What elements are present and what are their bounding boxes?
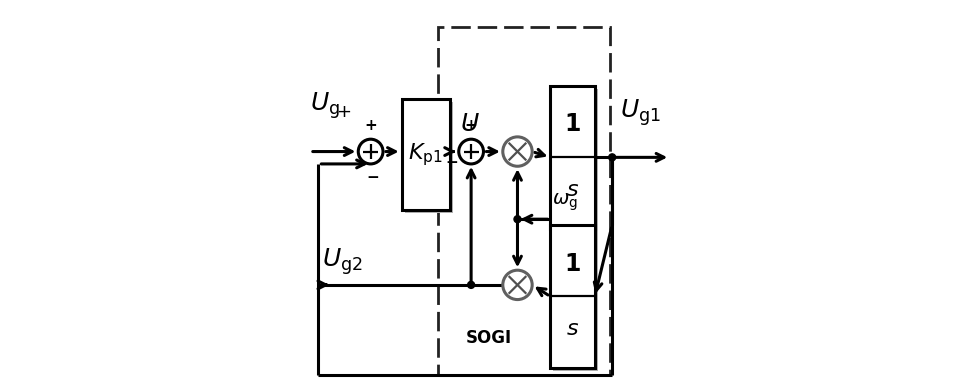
Text: +: + xyxy=(364,118,377,133)
Text: 1: 1 xyxy=(565,113,580,136)
Circle shape xyxy=(468,281,475,289)
Circle shape xyxy=(609,154,616,161)
Bar xyxy=(550,86,595,229)
Circle shape xyxy=(459,139,484,164)
Text: $s$: $s$ xyxy=(566,180,579,200)
Bar xyxy=(553,228,598,371)
Text: +: + xyxy=(465,118,478,133)
Text: −: − xyxy=(366,170,379,185)
Circle shape xyxy=(503,137,532,166)
Circle shape xyxy=(359,139,383,164)
Bar xyxy=(550,225,595,368)
Bar xyxy=(553,89,598,232)
Text: $U$: $U$ xyxy=(459,112,480,136)
Text: $+$: $+$ xyxy=(336,103,351,121)
Circle shape xyxy=(503,270,532,299)
Text: $U_\mathrm{g2}$: $U_\mathrm{g2}$ xyxy=(322,247,362,277)
Text: $s$: $s$ xyxy=(566,319,579,339)
Text: $U_\mathrm{g}$: $U_\mathrm{g}$ xyxy=(310,90,340,121)
Text: $\omega_\mathrm{g}$: $\omega_\mathrm{g}$ xyxy=(552,192,578,213)
Text: 1: 1 xyxy=(565,252,580,276)
Circle shape xyxy=(514,216,521,223)
Text: −: − xyxy=(445,155,457,170)
Bar xyxy=(404,102,453,212)
Text: $K_{\mathrm{p1}}$: $K_{\mathrm{p1}}$ xyxy=(408,141,444,168)
Bar xyxy=(439,27,611,374)
Text: $U_\mathrm{g1}$: $U_\mathrm{g1}$ xyxy=(619,98,660,128)
Bar xyxy=(402,100,449,210)
Text: SOGI: SOGI xyxy=(465,330,511,347)
